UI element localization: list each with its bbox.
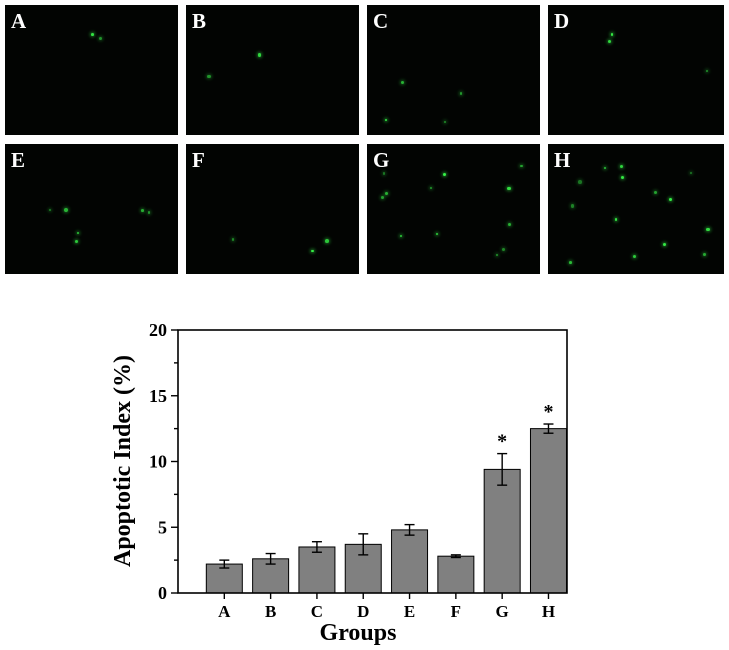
fluorescent-cell-dot	[380, 196, 384, 200]
fluorescent-cell-dot	[99, 36, 103, 40]
bar-a	[205, 563, 243, 594]
fluorescent-cell-dot	[310, 249, 314, 253]
bar-e	[391, 529, 429, 594]
bar-group	[205, 428, 567, 594]
micrograph-panel-g: G	[367, 144, 540, 274]
fluorescent-cell-dot	[668, 197, 672, 201]
fluorescent-cell-dot	[459, 92, 463, 95]
error-bar-group	[219, 423, 554, 569]
y-tick-label: 20	[149, 320, 167, 340]
error-bar	[404, 523, 415, 536]
fluorescent-cell-dot	[632, 254, 637, 258]
fluorescent-cell-dot	[443, 172, 447, 177]
fluorescent-cell-dot	[48, 209, 51, 212]
fluorescent-cell-dot	[140, 209, 144, 212]
y-axis: 0 5 10 15 20	[149, 320, 178, 603]
significance-marks: **	[497, 401, 553, 453]
bar-f	[437, 555, 475, 594]
fluorescent-cell-dot	[207, 74, 211, 79]
x-tick-label: D	[357, 602, 369, 621]
fluorescent-cell-dot	[705, 69, 709, 72]
micrograph-panel-f: F	[186, 144, 359, 274]
panel-label: B	[192, 9, 207, 33]
fluorescent-cell-dot	[63, 207, 68, 212]
fluorescent-cell-dot	[703, 252, 706, 256]
micrograph-panel-d: D	[548, 5, 724, 135]
fluorescent-cell-dot	[569, 261, 573, 265]
fluorescent-cell-dot	[607, 40, 611, 44]
y-tick-label: 5	[158, 517, 167, 537]
micrograph-panel-h: H	[548, 144, 724, 274]
fluorescent-cell-dot	[690, 172, 693, 175]
panel-label: F	[192, 148, 205, 172]
fluorescent-cell-dot	[614, 217, 618, 221]
micrograph-panel-b: B	[186, 5, 359, 135]
fluorescent-cell-dot	[231, 238, 235, 241]
error-bar	[358, 533, 369, 556]
fluorescent-cell-dot	[257, 53, 261, 57]
fluorescent-cell-dot	[653, 190, 658, 195]
fluorescent-cell-dot	[382, 172, 385, 175]
significance-asterisk: *	[497, 431, 507, 453]
y-tick-label: 0	[158, 583, 167, 603]
bar-g	[483, 468, 521, 594]
fluorescent-cell-dot	[507, 222, 511, 226]
fluorescent-cell-dot	[90, 32, 94, 36]
error-bar	[311, 541, 322, 553]
fluorescent-cell-dot	[507, 186, 511, 191]
y-axis-label: Apoptotic Index (%)	[110, 355, 136, 567]
panel-label: H	[554, 148, 571, 172]
x-tick-label: A	[218, 602, 231, 621]
micrograph-panel-e: E	[5, 144, 178, 274]
bar-c	[298, 546, 336, 594]
panel-label: D	[554, 9, 570, 33]
fluorescent-cell-dot	[325, 238, 329, 243]
x-tick-label: G	[496, 602, 509, 621]
fluorescent-cell-dot	[75, 239, 79, 244]
error-bar	[543, 423, 554, 434]
fluorescent-cell-dot	[501, 248, 505, 252]
x-tick-label: B	[265, 602, 276, 621]
fluorescent-cell-dot	[706, 227, 710, 231]
x-tick-label: E	[404, 602, 415, 621]
fluorescent-cell-dot	[663, 242, 667, 246]
fluorescent-cell-dot	[520, 164, 523, 168]
x-axis-label: Groups	[320, 620, 397, 646]
fluorescent-cell-dot	[436, 232, 439, 235]
x-tick-label: C	[311, 602, 323, 621]
y-tick-label: 10	[149, 452, 167, 472]
panel-label: E	[11, 148, 26, 172]
fluorescent-cell-dot	[400, 81, 405, 85]
fluorescent-cell-dot	[495, 253, 499, 256]
fluorescent-cell-dot	[603, 166, 606, 170]
error-bar	[219, 559, 230, 569]
fluorescent-cell-dot	[384, 118, 387, 122]
fluorescent-cell-dot	[610, 32, 614, 36]
bar-h	[529, 428, 567, 594]
fluorescent-cell-dot	[76, 232, 79, 235]
fluorescent-cell-dot	[147, 211, 151, 214]
fluorescent-cell-dot	[578, 180, 583, 185]
micrograph-panel-a: A	[5, 5, 178, 135]
error-bar	[450, 554, 461, 559]
x-axis: A B C D E F G H	[218, 593, 555, 621]
significance-asterisk: *	[543, 401, 553, 423]
fluorescent-cell-dot	[443, 120, 446, 123]
panel-label: C	[373, 9, 389, 33]
panel-label: A	[11, 9, 27, 33]
x-tick-label: H	[542, 602, 555, 621]
fluorescent-cell-dot	[620, 164, 624, 168]
panel-label: G	[373, 148, 390, 172]
error-bar	[265, 552, 276, 565]
y-tick-label: 15	[149, 386, 167, 406]
fluorescent-cell-dot	[570, 204, 575, 208]
fluorescent-cell-dot	[384, 191, 388, 195]
error-bar	[497, 452, 508, 486]
fluorescent-cell-dot	[400, 234, 403, 237]
fluorescent-cell-dot	[430, 187, 433, 190]
x-tick-label: F	[451, 602, 461, 621]
fluorescent-cell-dot	[621, 176, 625, 180]
micrograph-panel-c: C	[367, 5, 540, 135]
